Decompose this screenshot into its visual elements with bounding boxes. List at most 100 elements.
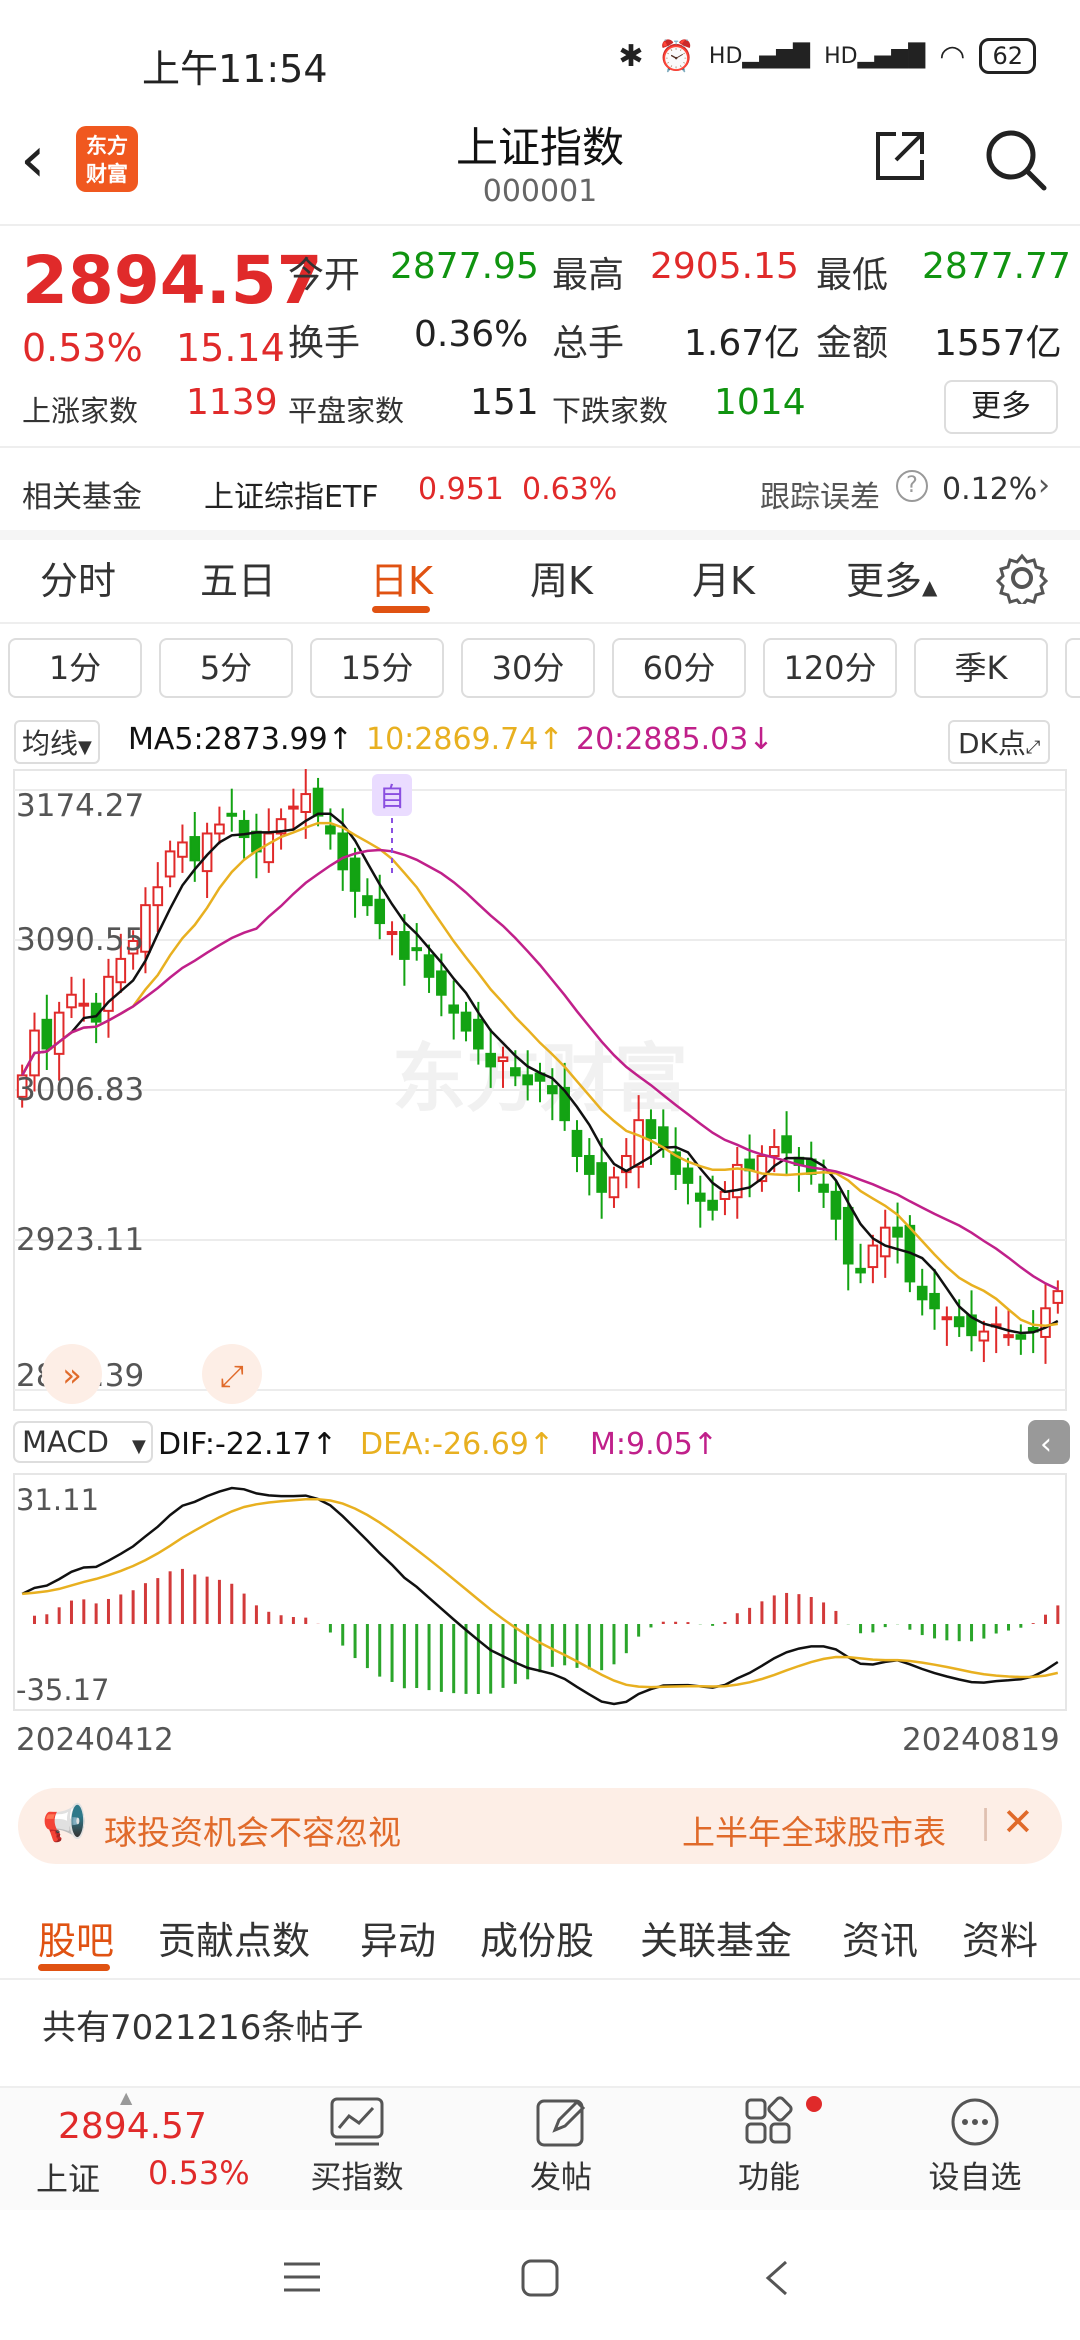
tab-profile[interactable]: 资料: [962, 1919, 1039, 1963]
fullscreen-icon[interactable]: ⤢: [202, 1344, 262, 1404]
buy-index-label: 买指数: [310, 2160, 404, 2196]
tab-intraday[interactable]: 分时: [40, 559, 117, 603]
macd-selector[interactable]: [13, 1421, 153, 1463]
close-icon[interactable]: ✕: [1002, 1800, 1034, 1844]
functions-button[interactable]: 功能: [704, 2096, 834, 2197]
candle-body: [645, 1119, 657, 1140]
candle-body: [411, 947, 423, 952]
candle-body: [460, 1011, 472, 1032]
candle-body: [238, 819, 250, 839]
candle-body: [941, 1316, 953, 1321]
period-selector: 1分 5分 15分 30分 60分 120分 季K: [0, 636, 1080, 700]
back-nav-icon[interactable]: [762, 2258, 792, 2298]
turnover-stat: 换手: [288, 323, 361, 364]
period-1min[interactable]: 1分: [8, 638, 142, 698]
help-icon[interactable]: ?: [896, 470, 928, 502]
candle-body: [1040, 1307, 1051, 1338]
period-60min[interactable]: 60分: [612, 638, 746, 698]
change-percent: 0.53%: [22, 326, 143, 370]
active-tab-indicator: [372, 606, 430, 613]
status-icons: ✱ ⏰ HD▂▄▆█ HD▂▄▆█ ◠ 62: [618, 38, 1036, 74]
period-5min[interactable]: 5分: [159, 638, 293, 698]
active-subtab-indicator: [38, 1964, 110, 1971]
candle-body: [1052, 1290, 1064, 1304]
index-mini-quote[interactable]: ▲ 2894.57 上证 0.53%: [0, 2088, 270, 2212]
self-select-marker: 自: [372, 774, 412, 874]
candle-body: [830, 1190, 842, 1220]
candle-body: [115, 957, 127, 984]
period-15min[interactable]: 15分: [310, 638, 444, 698]
candle-body: [300, 793, 312, 813]
amount-stat: 金额: [816, 323, 889, 364]
mini-price: 2894.57: [58, 2106, 207, 2147]
macd-y-top: 31.11: [16, 1483, 99, 1517]
share-icon[interactable]: [872, 128, 928, 184]
expand-left-icon[interactable]: »: [42, 1344, 102, 1404]
candle-body: [596, 1162, 607, 1193]
low-stat: 最低: [816, 255, 889, 296]
tab-news[interactable]: 资讯: [842, 1919, 919, 1963]
mini-index-name: 上证: [36, 2160, 101, 2198]
dif-line: [21, 1486, 1059, 1706]
candle-body: [152, 886, 164, 907]
arrow-up-icon: ↑: [538, 722, 564, 757]
tab-contribution[interactable]: 贡献点数: [158, 1919, 311, 1963]
candle-body: [140, 904, 151, 953]
tab-constituents[interactable]: 成份股: [480, 1919, 595, 1963]
candle-body: [337, 832, 349, 871]
add-watchlist-button[interactable]: 设自选: [910, 2096, 1040, 2197]
back-icon[interactable]: ‹: [20, 123, 46, 197]
buy-index-button[interactable]: 买指数: [292, 2096, 422, 2197]
candle-body: [657, 1126, 669, 1149]
candle-body: [522, 1074, 533, 1086]
candle-body: [781, 1135, 792, 1154]
promo-banner[interactable]: 📢 球投资机会不容忽视 上半年全球股市表 | ✕: [18, 1788, 1062, 1864]
period-120min[interactable]: 120分: [763, 638, 897, 698]
settings-gear-icon[interactable]: [996, 552, 1048, 604]
edit-icon: [536, 2099, 586, 2147]
candle-body: [633, 1119, 644, 1168]
candle-body: [423, 954, 435, 978]
candle-body: [349, 857, 361, 892]
ma-selector[interactable]: 均线▼: [14, 720, 100, 764]
tab-five-day[interactable]: 五日: [200, 559, 277, 603]
post-label: 发帖: [530, 2160, 592, 2196]
candle-body: [559, 1086, 570, 1122]
candle-body: [399, 931, 410, 960]
down-count-label: 下跌家数: [552, 394, 669, 428]
tab-guba[interactable]: 股吧: [38, 1919, 115, 1963]
megaphone-icon: 📢: [42, 1803, 87, 1844]
candle-body: [288, 805, 299, 810]
macd-y-bottom: -35.17: [16, 1673, 110, 1707]
candle-body: [473, 1018, 484, 1050]
candle-body: [510, 1067, 521, 1077]
period-30min[interactable]: 30分: [461, 638, 595, 698]
menu-icon[interactable]: [282, 2260, 322, 2294]
tab-monthly-k[interactable]: 月K: [692, 559, 755, 603]
candle-body: [916, 1285, 928, 1301]
turnover-value: 0.36%: [414, 314, 529, 355]
candle-body: [127, 939, 139, 955]
dea-value: DEA:-26.69↑: [360, 1427, 554, 1462]
tab-unusual[interactable]: 异动: [360, 1919, 437, 1963]
tab-related-funds[interactable]: 关联基金: [640, 1919, 793, 1963]
apps-grid-icon: [745, 2096, 793, 2144]
tab-daily-k[interactable]: 日K: [370, 559, 433, 603]
kline-chart[interactable]: 东方财富 3174.273090.553006.832923.112839.39…: [0, 764, 1080, 1744]
related-fund-row[interactable]: 相关基金 上证综指ETF 0.951 0.63% 跟踪误差 ? 0.12% ›: [0, 462, 1080, 522]
post-button[interactable]: 发帖: [496, 2096, 626, 2197]
more-button[interactable]: 更多: [944, 380, 1058, 434]
home-icon[interactable]: [520, 2258, 560, 2298]
svg-text:⤢: ⤢: [220, 1359, 244, 1394]
search-icon[interactable]: [982, 126, 1048, 192]
dk-point-button[interactable]: DK点⤢: [948, 720, 1051, 764]
candle-body: [608, 1176, 620, 1199]
ma5-value: MA5:2873.99↑: [128, 722, 353, 757]
flat-count: 151: [470, 382, 539, 423]
tab-weekly-k[interactable]: 周K: [530, 559, 593, 603]
tab-more[interactable]: 更多▲: [846, 559, 938, 603]
period-overflow[interactable]: [1065, 638, 1080, 698]
period-quarter-k[interactable]: 季K: [914, 638, 1048, 698]
collapse-panel-button[interactable]: [1028, 1420, 1070, 1464]
